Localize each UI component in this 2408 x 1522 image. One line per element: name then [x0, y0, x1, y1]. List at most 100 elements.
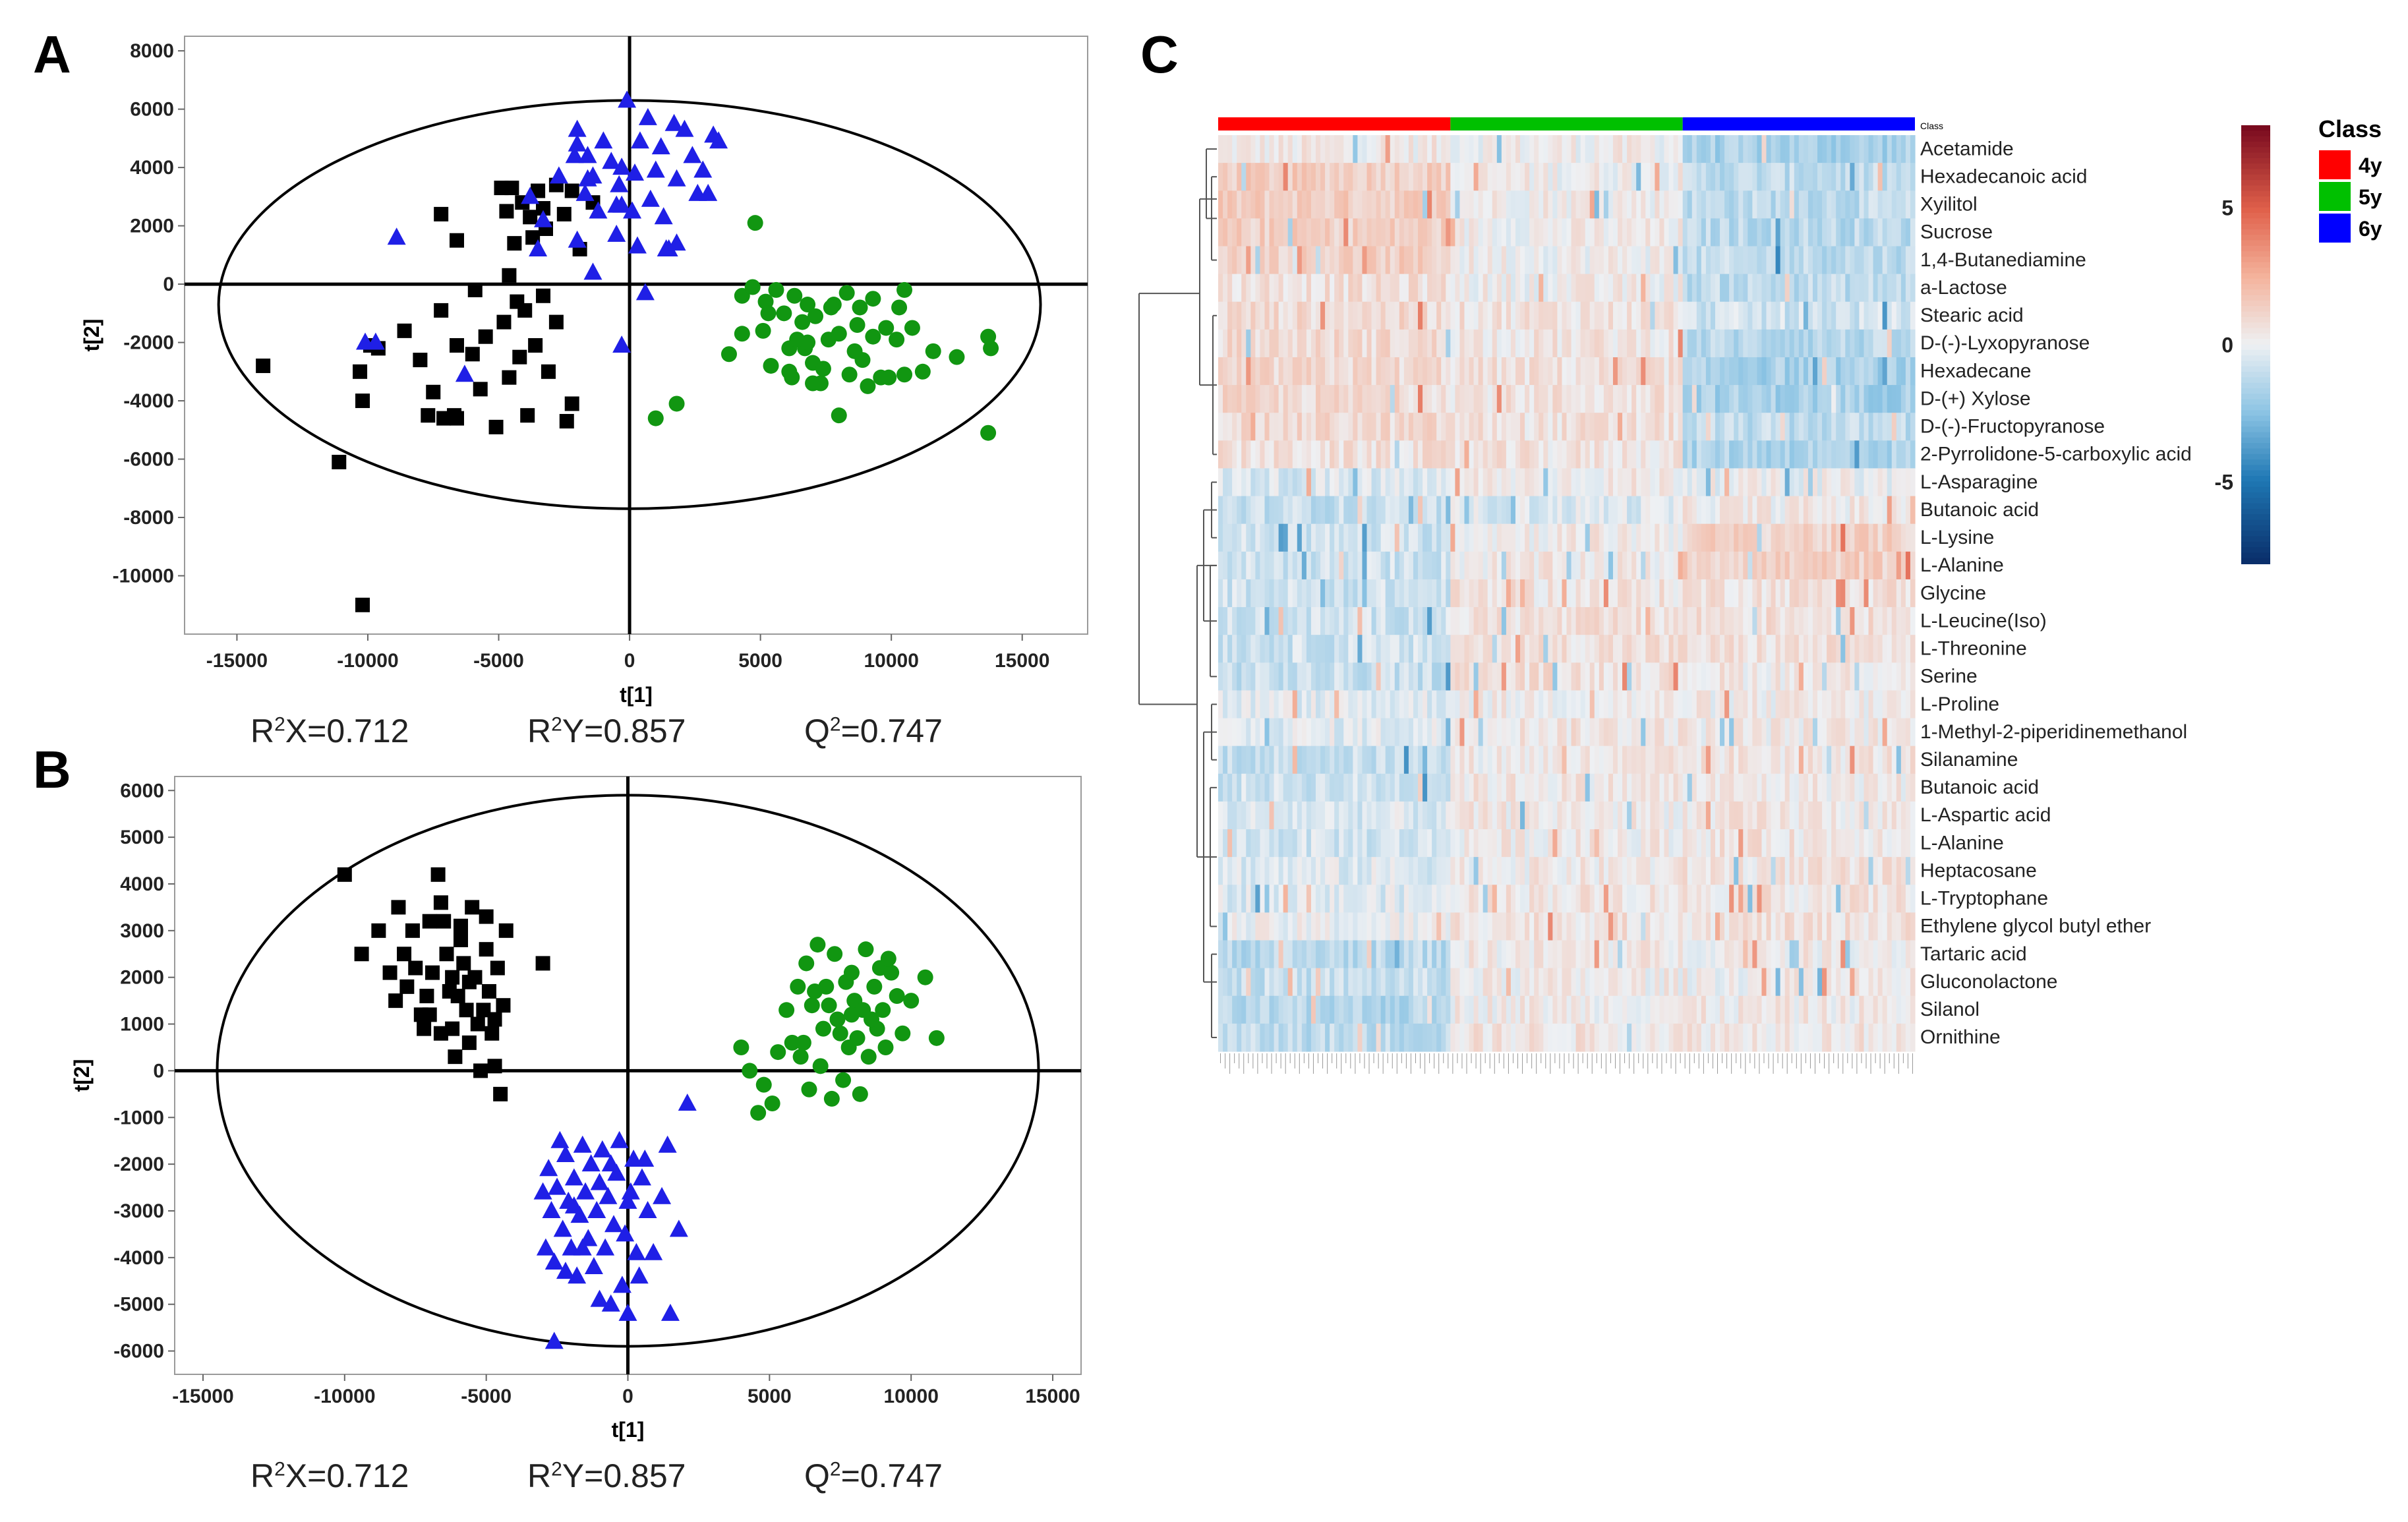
heatmap-cell [1237, 662, 1242, 691]
heatmap-cell [1376, 413, 1382, 441]
heatmap-cell [1353, 413, 1358, 441]
heatmap-cell [1543, 301, 1548, 330]
heatmap-cell [1891, 163, 1897, 191]
heatmap-cell [1403, 718, 1409, 747]
heatmap-cell [1650, 274, 1655, 303]
heatmap-cell [1673, 940, 1679, 969]
heatmap-cell [1483, 468, 1488, 497]
heatmap-cell [1255, 190, 1261, 219]
panel-b-point-black [419, 989, 434, 1004]
heatmap-cell [1473, 662, 1479, 691]
heatmap-cell [1864, 301, 1869, 330]
heatmap-cell [1459, 551, 1465, 580]
heatmap-cell [1664, 746, 1670, 775]
heatmap-cell [1766, 135, 1772, 163]
heatmap-cell [1548, 218, 1553, 247]
heatmap-cell [1589, 551, 1595, 580]
heatmap-cell [1678, 135, 1684, 163]
panel-a-point-black [517, 303, 533, 318]
heatmap-cell [1418, 635, 1423, 663]
heatmap-cell [1780, 607, 1786, 635]
heatmap-cell [1868, 607, 1874, 635]
heatmap-cell [1343, 773, 1349, 802]
heatmap-cell [1380, 135, 1386, 163]
heatmap-cell [1408, 551, 1414, 580]
heatmap-cell [1237, 274, 1242, 303]
heatmap-cell [1896, 329, 1902, 358]
heatmap-cell [1589, 218, 1595, 247]
panel-b-point-black [433, 895, 448, 910]
heatmap-cell [1650, 968, 1655, 997]
heatmap-cell [1854, 163, 1860, 191]
heatmap-cell [1659, 857, 1665, 885]
heatmap-cell [1766, 662, 1772, 691]
heatmap-cell [1599, 218, 1604, 247]
heatmap-cell [1896, 357, 1902, 386]
heatmap-cell [1543, 551, 1548, 580]
heatmap-cell [1812, 746, 1818, 775]
heatmap-cell [1306, 912, 1312, 941]
heatmap-cell [1371, 413, 1377, 441]
heatmap-cell [1594, 440, 1600, 469]
heatmap-cell [1877, 413, 1883, 441]
heatmap-cell [1385, 329, 1391, 358]
heatmap-cell [1274, 773, 1279, 802]
heatmap-cell [1678, 912, 1684, 941]
heatmap-cell [1701, 329, 1707, 358]
heatmap-cell [1269, 413, 1275, 441]
heatmap-cell [1873, 551, 1879, 580]
heatmap-cell [1850, 801, 1855, 830]
heatmap-cell [1241, 468, 1247, 497]
heatmap-cell [1696, 523, 1702, 552]
heatmap-cell [1260, 357, 1266, 386]
heatmap-cell [1543, 885, 1548, 913]
heatmap-cell [1720, 274, 1725, 303]
heatmap-cell [1747, 163, 1753, 191]
heatmap-cell [1682, 662, 1688, 691]
heatmap-cell [1738, 607, 1744, 635]
heatmap-cell [1441, 357, 1446, 386]
heatmap-cell [1891, 496, 1897, 525]
heatmap-cell [1385, 746, 1391, 775]
heatmap-cell [1696, 885, 1702, 913]
heatmap-cell [1585, 940, 1591, 969]
heatmap-cell [1464, 301, 1470, 330]
heatmap-cell [1618, 718, 1623, 747]
heatmap-cell [1612, 135, 1618, 163]
heatmap-cell [1757, 773, 1763, 802]
heatmap-cell [1636, 940, 1641, 969]
panel-b-point-black [487, 1012, 502, 1027]
heatmap-cell [1687, 190, 1693, 219]
heatmap-cell [1223, 690, 1228, 719]
heatmap-cell [1562, 413, 1568, 441]
heatmap-cell [1807, 940, 1813, 969]
heatmap-cell [1882, 773, 1888, 802]
heatmap-cell [1771, 413, 1777, 441]
heatmap-cell [1403, 968, 1409, 997]
heatmap-cell [1552, 440, 1558, 469]
heatmap-cell [1353, 218, 1358, 247]
heatmap-cell [1612, 690, 1618, 719]
heatmap-cell [1678, 746, 1684, 775]
heatmap-cell [1622, 801, 1628, 830]
heatmap-cell [1655, 329, 1660, 358]
heatmap-cell [1380, 940, 1386, 969]
heatmap-cell [1585, 135, 1591, 163]
heatmap-cell [1789, 579, 1795, 608]
heatmap-cell [1789, 773, 1795, 802]
heatmap-cell [1789, 468, 1795, 497]
heatmap-cell [1720, 496, 1725, 525]
heatmap-cell [1645, 662, 1651, 691]
heatmap-cell [1678, 413, 1684, 441]
heatmap-cell [1710, 413, 1716, 441]
heatmap-cell [1738, 496, 1744, 525]
heatmap-cell [1376, 190, 1382, 219]
heatmap-cell [1315, 579, 1321, 608]
heatmap-cell [1548, 718, 1553, 747]
heatmap-cell [1641, 246, 1646, 275]
heatmap-cell [1631, 329, 1637, 358]
heatmap-cell [1552, 662, 1558, 691]
heatmap-cell [1501, 940, 1507, 969]
heatmap-cell [1734, 829, 1739, 858]
heatmap-cell [1506, 885, 1512, 913]
